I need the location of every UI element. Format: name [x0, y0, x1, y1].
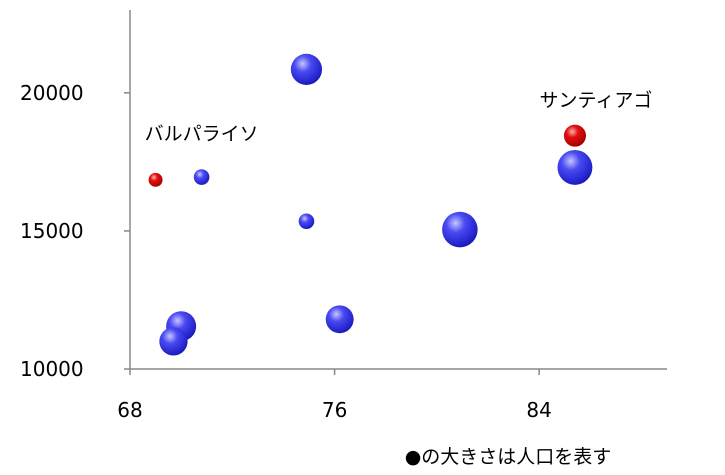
bubble: [298, 213, 315, 230]
size-legend-note: ●の大きさは人口を表す: [405, 446, 612, 468]
bubble-highlight: [148, 172, 163, 187]
bubble: [290, 53, 323, 85]
y-tick-label: 20000: [20, 81, 84, 105]
point-labels: バルパライソ サンティアゴ: [145, 90, 653, 145]
x-tick-label: 84: [526, 398, 551, 422]
x-tick-label: 76: [322, 398, 347, 422]
axis-ticks: 68 76 84 10000 15000 20000: [20, 81, 552, 422]
bubble-highlight: [563, 124, 586, 147]
bubble: [193, 169, 210, 185]
x-tick-label: 68: [117, 398, 142, 422]
y-tick-label: 15000: [20, 219, 84, 243]
bubble: [159, 327, 188, 356]
bubble: [557, 149, 593, 185]
bubble-label: サンティアゴ: [540, 90, 653, 112]
bubble: [442, 211, 478, 248]
bubbles: [148, 53, 593, 356]
axes: [129, 10, 667, 370]
bubble-label: バルパライソ: [145, 123, 259, 145]
y-tick-label: 10000: [20, 357, 84, 381]
bubble: [325, 305, 354, 334]
